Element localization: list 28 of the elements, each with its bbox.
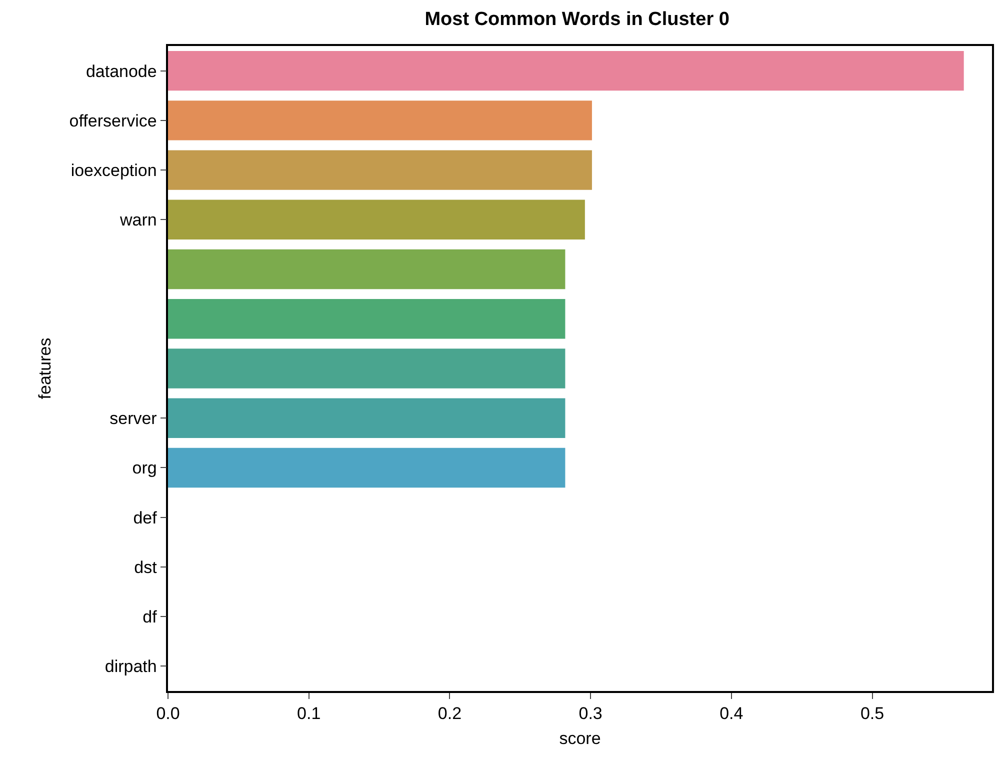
bar <box>168 249 566 290</box>
x-tick-label: 0.4 <box>720 704 744 724</box>
bar <box>168 200 585 240</box>
y-tick-label: warn <box>118 210 157 230</box>
y-tick-label: datanode <box>86 62 157 81</box>
y-tick-label: org <box>132 458 157 478</box>
y-tick-label: dirpath <box>104 657 157 676</box>
bar <box>168 50 964 91</box>
y-tick-label: df <box>142 608 158 627</box>
y-tick-label: server <box>110 409 158 428</box>
x-axis-title: score <box>559 729 601 748</box>
bar <box>168 398 566 438</box>
x-tick-label: 0.0 <box>156 704 180 724</box>
y-axis-title: features <box>35 338 54 400</box>
bar <box>168 100 592 140</box>
y-tick-label: def <box>133 508 158 528</box>
bar <box>168 448 566 488</box>
bar <box>168 348 566 388</box>
chart-title: Most Common Words in Cluster 0 <box>424 8 730 30</box>
x-tick-label: 0.3 <box>578 704 602 724</box>
x-tick-label: 0.5 <box>860 704 884 724</box>
bar <box>168 150 592 190</box>
y-tick-label: dst <box>134 558 158 577</box>
y-tick-label: ioexception <box>70 160 157 180</box>
bar <box>168 299 566 339</box>
x-tick-label: 0.1 <box>297 704 321 724</box>
x-tick-label: 0.2 <box>438 704 462 724</box>
y-tick-label: offerservice <box>69 111 157 130</box>
